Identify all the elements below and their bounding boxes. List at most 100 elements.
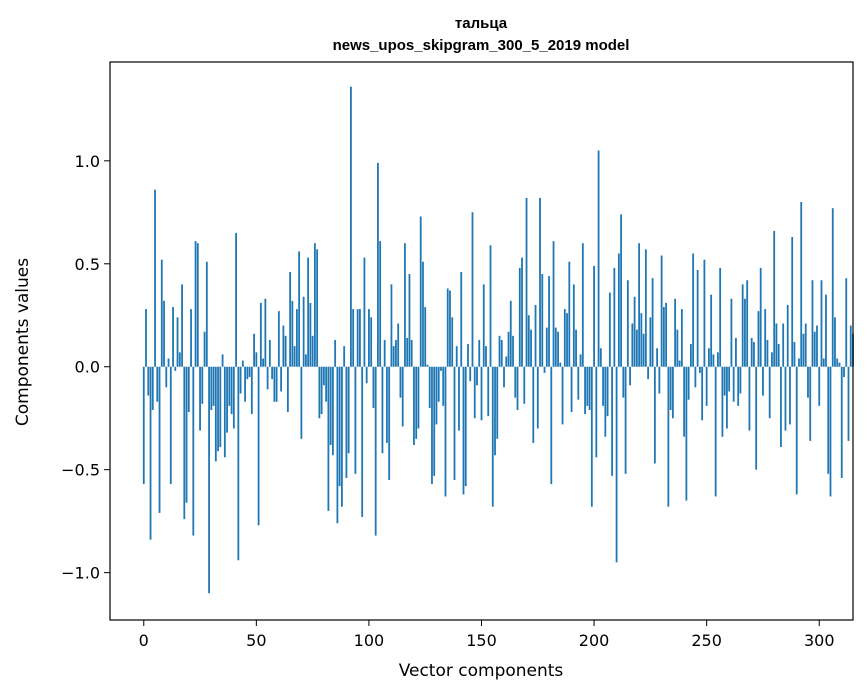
bar-1 [145,309,147,367]
bar-139 [455,346,458,367]
bar-99 [365,366,368,384]
bar-232 [665,302,668,367]
bar-107 [383,339,386,367]
bar-269 [748,366,751,431]
bar-301 [820,280,823,367]
bar-233 [667,366,670,507]
bar-314 [849,325,852,367]
bar-195 [581,243,584,367]
bar-10 [165,366,168,388]
bar-138 [453,366,456,480]
bar-165 [514,366,517,398]
bar-59 [275,366,278,402]
plot-frame [109,61,854,621]
bar-8 [160,259,163,367]
bar-124 [422,261,424,367]
bar-167 [518,267,521,367]
bars-group [142,86,854,594]
bar-5 [154,189,156,367]
bar-66 [291,300,294,367]
bar-41 [235,232,237,367]
bar-157 [496,366,499,439]
bar-276 [764,309,767,367]
bar-18 [183,366,186,520]
bar-208 [611,366,613,476]
bar-126 [426,364,429,367]
bar-60 [277,311,280,367]
bar-170 [525,197,528,367]
bar-132 [440,366,442,371]
bar-234 [669,366,672,410]
bar-305 [829,366,832,497]
bar-182 [552,241,555,367]
bar-0 [142,366,145,485]
bar-146 [471,212,474,367]
bar-237 [676,329,679,367]
x-tick-label: 200 [579,631,610,650]
bar-246 [696,269,699,367]
bar-289 [793,342,796,367]
bar-92 [350,86,352,367]
bar-251 [708,348,710,367]
bar-122 [417,366,420,429]
bar-72 [304,354,307,367]
bar-76 [313,243,316,367]
bar-164 [512,335,514,367]
bar-91 [347,366,350,454]
bar-101 [370,317,373,367]
chart-title: тальца [455,15,508,32]
bar-36 [223,366,226,458]
bar-96 [359,309,361,367]
bar-279 [771,352,773,367]
bar-79 [320,366,323,415]
bar-175 [536,366,539,429]
bar-192 [575,329,577,367]
bar-26 [201,366,204,404]
bar-149 [478,339,481,367]
bar-172 [530,329,532,367]
bar-288 [791,237,794,367]
bar-85 [334,339,337,367]
bar-44 [241,360,244,367]
bar-135 [446,288,449,367]
bar-190 [570,366,573,413]
bar-160 [503,366,505,388]
bar-189 [568,261,571,367]
bar-53 [262,358,264,367]
bar-105 [379,241,382,367]
y-tick-label: 0.5 [75,255,100,274]
y-axis-label: Components values [13,258,33,426]
bar-94 [354,366,357,474]
bar-217 [631,323,634,367]
bar-285 [784,366,787,431]
bar-113 [397,323,400,367]
bar-62 [282,325,285,367]
bar-311 [843,366,845,378]
bar-236 [674,298,677,367]
bar-102 [372,366,375,408]
bar-11 [167,358,170,367]
y-tick-label: −0.5 [61,461,100,480]
bar-219 [635,329,638,367]
bar-38 [228,366,231,406]
bar-28 [205,261,208,367]
bar-253 [712,354,715,367]
bar-260 [728,366,731,392]
bar-129 [433,366,436,476]
bar-27 [203,331,206,367]
bar-211 [617,253,620,367]
bar-163 [509,300,512,367]
bar-112 [395,339,397,367]
bar-98 [363,257,366,367]
bar-187 [563,309,566,367]
bar-22 [192,366,195,536]
bar-292 [800,202,803,367]
x-tick-label: 0 [139,631,149,650]
bar-270 [750,337,753,367]
bar-241 [685,366,688,501]
bar-223 [644,249,647,367]
bar-14 [174,366,177,371]
bar-116 [404,243,406,367]
bar-30 [210,366,213,410]
